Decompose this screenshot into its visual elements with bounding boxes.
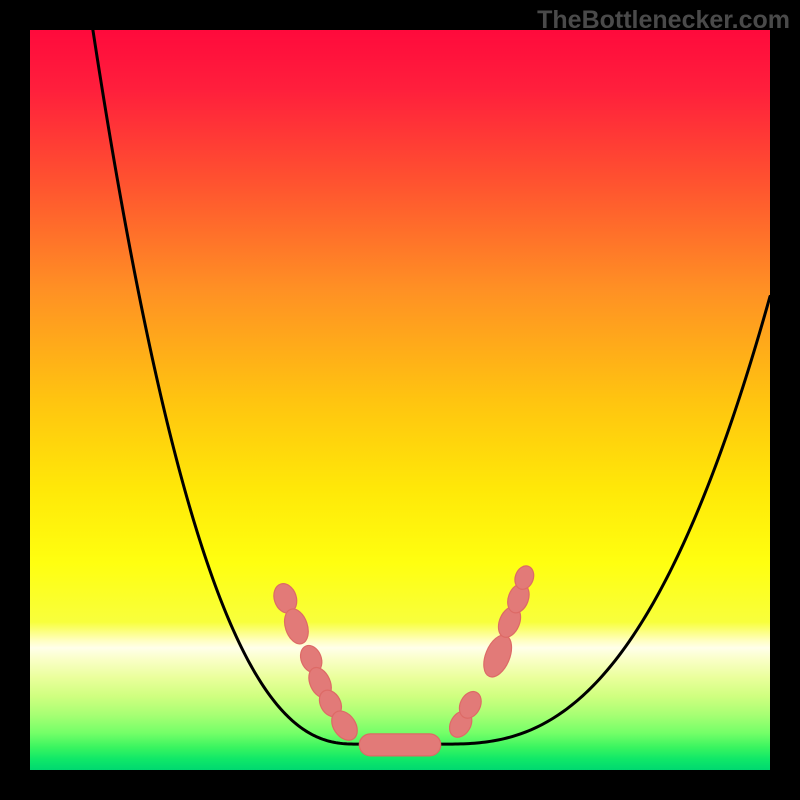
plot-background: [30, 30, 770, 770]
watermark-text: TheBottlenecker.com: [537, 6, 790, 35]
curve-flat-marker: [359, 734, 440, 756]
